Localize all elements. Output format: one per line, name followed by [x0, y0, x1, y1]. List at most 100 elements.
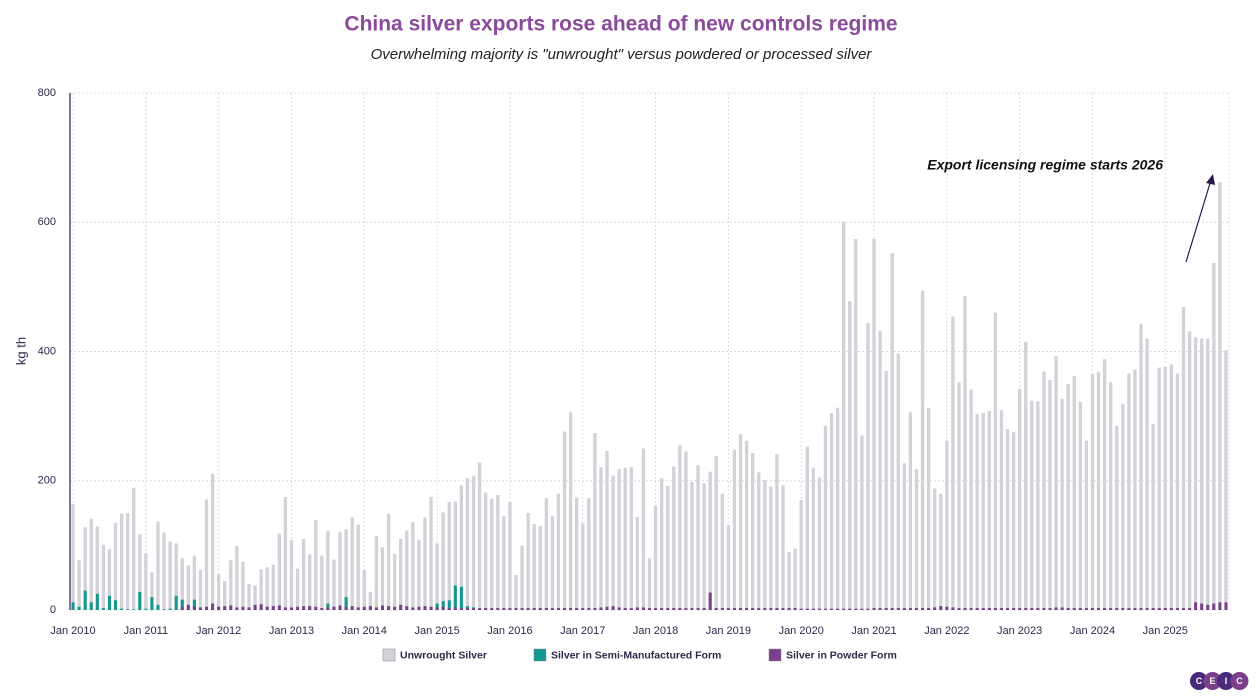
- bar: [921, 608, 925, 610]
- bar: [107, 549, 112, 610]
- bar: [981, 608, 985, 610]
- bar: [332, 559, 336, 610]
- bar: [1011, 432, 1016, 610]
- bar: [83, 590, 87, 610]
- bar: [435, 603, 439, 610]
- bar: [757, 608, 761, 610]
- bar: [690, 482, 694, 610]
- bar: [168, 608, 172, 610]
- bar: [842, 608, 846, 610]
- bar: [896, 608, 900, 610]
- bar: [653, 505, 658, 610]
- bar: [1133, 608, 1137, 610]
- bar: [180, 558, 184, 610]
- bar: [320, 608, 324, 610]
- bar: [223, 580, 227, 610]
- bar: [902, 463, 907, 610]
- bar: [514, 575, 518, 610]
- bar: [283, 496, 288, 610]
- bar: [490, 608, 494, 610]
- bar: [556, 493, 561, 610]
- bar: [866, 608, 870, 610]
- bar: [150, 572, 154, 610]
- bar: [120, 608, 124, 610]
- bar: [350, 606, 354, 610]
- bar: [441, 600, 445, 610]
- bar: [544, 498, 549, 610]
- bar: [477, 462, 482, 610]
- bar: [726, 608, 730, 610]
- bar: [1030, 400, 1034, 610]
- bar: [362, 569, 366, 610]
- bar: [848, 301, 852, 610]
- bar: [720, 608, 724, 610]
- bar: [999, 410, 1004, 610]
- arrow-head: [1206, 174, 1215, 185]
- bar: [399, 604, 403, 610]
- bar: [338, 605, 342, 610]
- bar: [981, 412, 985, 610]
- bar: [1060, 607, 1064, 610]
- annotation-arrow: [1185, 179, 1212, 263]
- bar: [617, 607, 621, 610]
- bar: [374, 535, 379, 610]
- bar: [593, 608, 597, 610]
- bar: [247, 584, 251, 610]
- bar: [338, 531, 342, 610]
- bar: [957, 608, 961, 610]
- bar: [939, 493, 943, 610]
- bar: [296, 606, 300, 610]
- bar: [1151, 423, 1155, 610]
- bar: [641, 448, 646, 610]
- bar: [672, 608, 676, 610]
- bar: [441, 512, 445, 610]
- bar: [344, 529, 348, 610]
- bar: [472, 608, 476, 610]
- bar: [1066, 608, 1070, 610]
- x-tick-label: Jan 2016: [487, 625, 532, 637]
- y-tick-label: 800: [38, 87, 56, 99]
- bar: [714, 456, 718, 610]
- x-tick-label: Jan 2023: [997, 625, 1042, 637]
- bar: [842, 221, 846, 610]
- bar: [1060, 398, 1064, 610]
- bar: [192, 606, 196, 610]
- bar: [678, 608, 682, 610]
- bar: [289, 607, 293, 610]
- bar: [927, 608, 931, 610]
- bar: [368, 591, 373, 610]
- y-tick-label: 0: [50, 604, 56, 616]
- bar: [1036, 401, 1040, 610]
- bar: [308, 554, 312, 610]
- bar: [314, 606, 318, 610]
- bar: [1157, 608, 1161, 610]
- bar: [775, 608, 779, 610]
- bar: [975, 608, 979, 610]
- bar: [1102, 359, 1107, 610]
- bar: [884, 608, 888, 610]
- x-tick-label: Jan 2020: [779, 625, 824, 637]
- bar: [508, 608, 512, 610]
- bar: [423, 517, 427, 610]
- bar: [295, 568, 300, 610]
- bar: [1200, 603, 1204, 610]
- bar: [817, 608, 821, 610]
- bar: [393, 606, 397, 610]
- bar: [690, 608, 694, 610]
- bar: [526, 608, 530, 610]
- bar: [95, 526, 99, 610]
- bar: [635, 607, 639, 610]
- bar: [459, 586, 463, 610]
- bar: [381, 605, 385, 610]
- bar: [1127, 373, 1131, 610]
- bar: [884, 370, 888, 610]
- bar: [399, 538, 403, 610]
- bar: [1187, 331, 1192, 610]
- bar: [241, 561, 245, 610]
- bar: [1151, 608, 1155, 610]
- bar: [896, 353, 900, 610]
- logo-letter: C: [1196, 676, 1203, 686]
- bar: [660, 608, 664, 610]
- bar: [787, 608, 791, 610]
